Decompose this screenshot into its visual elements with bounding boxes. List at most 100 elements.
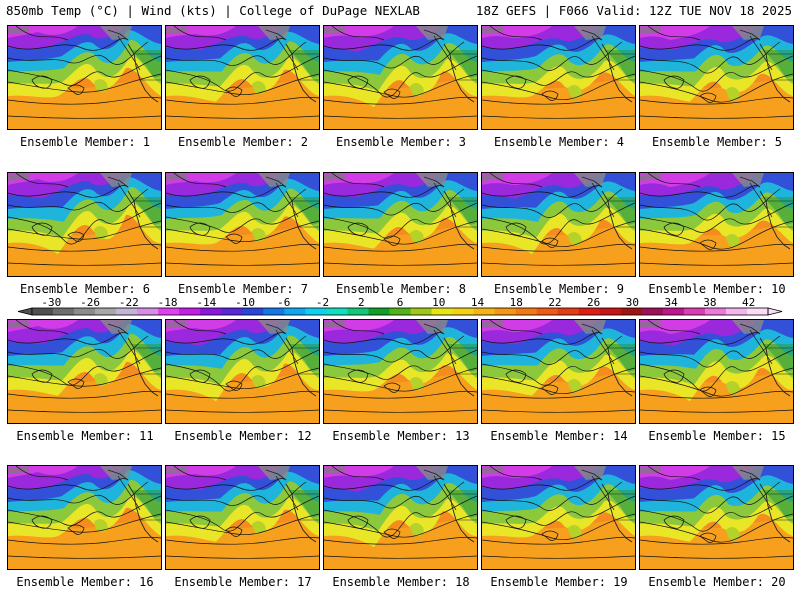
- colorbar-tick-label: 6: [397, 296, 404, 309]
- temperature-colorbar: -30 -26 -22 -18 -14 -10 -6 -2 2 6 10 14 18 22 26 30 34 38…: [0, 296, 800, 318]
- ensemble-member-label: Ensemble Member: 20: [648, 575, 786, 589]
- colorbar-segment: [515, 308, 537, 315]
- colorbar-segment: [95, 308, 117, 315]
- colorbar-segment: [74, 308, 96, 315]
- header-right-title: 18Z GEFS | F066 Valid: 12Z TUE NOV 18 20…: [475, 3, 792, 18]
- ensemble-member-label: Ensemble Member: 6: [19, 282, 151, 296]
- colorbar-segment: [179, 308, 201, 315]
- temperature-wind-map: [639, 25, 794, 130]
- temperature-wind-map: [639, 465, 794, 570]
- temperature-wind-map: [639, 172, 794, 277]
- colorbar-segment: [263, 308, 285, 315]
- temperature-wind-map: [165, 172, 320, 277]
- colorbar-tick-label: 2: [358, 296, 365, 309]
- ensemble-member-label: Ensemble Member: 7: [177, 282, 309, 296]
- temperature-wind-map: [481, 465, 636, 570]
- colorbar-segment: [116, 308, 138, 315]
- colorbar-segment: [137, 308, 159, 315]
- colorbar-tick-label: -30: [41, 296, 61, 309]
- colorbar-segment: [704, 308, 727, 315]
- colorbar-segment: [599, 308, 622, 315]
- ensemble-member-label: Ensemble Member: 5: [651, 135, 783, 149]
- colorbar-segment: [662, 308, 685, 315]
- colorbar-outline: [31, 307, 769, 316]
- temperature-wind-map: [7, 319, 162, 424]
- temperature-wind-map: [481, 319, 636, 424]
- temperature-wind-map: [323, 319, 478, 424]
- colorbar-segment: [683, 308, 706, 315]
- colorbar-segment: [473, 308, 495, 315]
- colorbar-segment: [578, 308, 601, 315]
- colorbar-segment: [284, 308, 306, 315]
- colorbar-segment: [746, 308, 769, 315]
- temperature-wind-map: [639, 319, 794, 424]
- colorbar-segment: [452, 308, 474, 315]
- colorbar-tick-label: 34: [665, 296, 679, 309]
- ensemble-member-label: Ensemble Member: 17: [174, 575, 312, 589]
- temperature-wind-map: [7, 172, 162, 277]
- colorbar-segment: [200, 308, 222, 315]
- colorbar-tick-label: 14: [471, 296, 485, 309]
- ensemble-member-label: Ensemble Member: 2: [177, 135, 309, 149]
- ensemble-member-label: Ensemble Member: 8: [335, 282, 467, 296]
- header-left-title: 850mb Temp (°C) | Wind (kts) | College o…: [6, 3, 420, 18]
- colorbar-segment: [557, 308, 580, 315]
- temperature-wind-map: [481, 172, 636, 277]
- colorbar-segment: [431, 308, 453, 315]
- temperature-wind-map: [165, 25, 320, 130]
- colorbar-tick-label: 38: [703, 296, 716, 309]
- colorbar-segment: [536, 308, 559, 315]
- colorbar-tick-label: -6: [277, 296, 290, 309]
- colorbar-segment: [53, 308, 75, 315]
- colorbar-segment: [368, 308, 390, 315]
- colorbar-tick-label: -26: [80, 296, 100, 309]
- temperature-wind-map: [165, 319, 320, 424]
- colorbar-segment: [410, 308, 432, 315]
- colorbar-tick-label: 22: [548, 296, 561, 309]
- colorbar-min-arrow: [17, 307, 33, 316]
- colorbar-svg: -30 -26 -22 -18 -14 -10 -6 -2 2 6 10 14 18 22 26 30 34 38…: [17, 296, 783, 316]
- temperature-wind-map: [323, 172, 478, 277]
- colorbar-segment: [305, 308, 327, 315]
- colorbar-tick-label: -2: [316, 296, 329, 309]
- ensemble-member-label: Ensemble Member: 14: [490, 429, 628, 443]
- colorbar-tick-label: 26: [587, 296, 600, 309]
- colorbar-segment: [641, 308, 664, 315]
- colorbar-tick-label: 42: [742, 296, 755, 309]
- colorbar-segment: [158, 308, 180, 315]
- colorbar-tick-label: 30: [626, 296, 639, 309]
- colorbar-max-arrow: [767, 307, 783, 316]
- ensemble-member-label: Ensemble Member: 4: [493, 135, 625, 149]
- ensemble-member-label: Ensemble Member: 10: [648, 282, 786, 296]
- temperature-wind-map: [481, 25, 636, 130]
- temperature-wind-map: [7, 25, 162, 130]
- ensemble-member-label: Ensemble Member: 18: [332, 575, 470, 589]
- temperature-wind-map: [165, 465, 320, 570]
- colorbar-segment: [620, 308, 643, 315]
- ensemble-member-label: Ensemble Member: 11: [16, 429, 154, 443]
- ensemble-member-label: Ensemble Member: 13: [332, 429, 470, 443]
- colorbar-tick-label: 10: [432, 296, 445, 309]
- ensemble-member-label: Ensemble Member: 12: [174, 429, 312, 443]
- ensemble-member-label: Ensemble Member: 15: [648, 429, 786, 443]
- colorbar-segment: [326, 308, 348, 315]
- colorbar-segment: [725, 308, 748, 315]
- colorbar-tick-label: 18: [510, 296, 523, 309]
- colorbar-segment: [494, 308, 516, 315]
- colorbar-segment: [242, 308, 264, 315]
- ensemble-member-label: Ensemble Member: 16: [16, 575, 154, 589]
- ensemble-member-label: Ensemble Member: 19: [490, 575, 628, 589]
- temperature-wind-map: [323, 465, 478, 570]
- temperature-wind-map: [323, 25, 478, 130]
- colorbar-tick-label: -10: [235, 296, 255, 309]
- colorbar-segment: [32, 308, 54, 315]
- ensemble-member-label: Ensemble Member: 1: [19, 135, 151, 149]
- colorbar-tick-label: -22: [119, 296, 139, 309]
- ensemble-member-label: Ensemble Member: 9: [493, 282, 625, 296]
- colorbar-tick-label: -14: [196, 296, 216, 309]
- ensemble-member-label: Ensemble Member: 3: [335, 135, 467, 149]
- temperature-wind-map: [7, 465, 162, 570]
- colorbar-tick-label: -18: [158, 296, 178, 309]
- colorbar-segment: [389, 308, 411, 315]
